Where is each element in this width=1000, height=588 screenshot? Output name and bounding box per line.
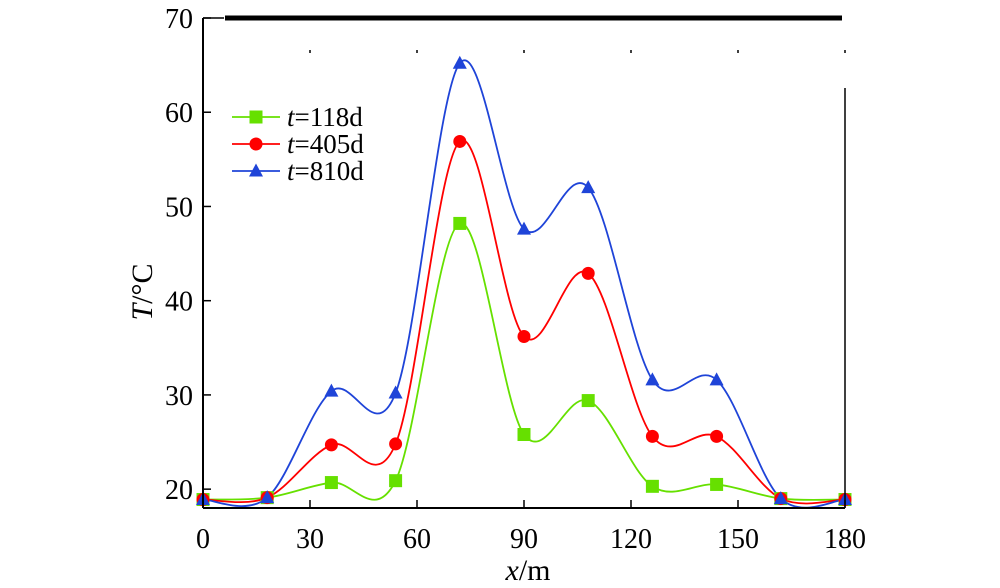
legend-label-var: t [287,156,296,186]
legend-marker-1 [249,137,263,151]
data-point-1 [581,266,595,280]
y-tick-label: 70 [165,4,193,35]
data-point-1 [645,429,659,443]
x-tick-label: 180 [824,524,866,555]
data-point-2 [709,372,724,386]
data-point-0 [581,394,595,408]
data-point-2 [517,221,531,235]
data-point-2 [581,180,596,194]
data-point-2 [388,385,403,399]
x-axis-label: x/m [505,554,551,587]
data-point-1 [453,134,467,148]
series-markers [196,55,852,507]
y-tick-label: 40 [165,287,193,318]
x-axis-label-var: x [505,554,520,587]
data-point-1 [389,437,403,451]
x-tick-label: 60 [403,524,431,555]
data-point-0 [710,477,724,491]
data-point-2 [452,55,467,69]
data-point-2 [645,372,660,386]
y-tick-label: 60 [165,98,193,129]
legend-label-0: t=118d [287,102,363,132]
x-axis-label-unit: /m [519,554,551,587]
legend-label-1: t=405d [287,129,364,159]
legend-marker-2 [249,163,263,177]
y-axis-label-var: T [126,302,159,321]
data-point-0 [453,216,467,230]
legend-label-value: =405d [295,129,365,159]
legend-label-var: t [287,129,296,159]
x-tick-label: 150 [717,524,759,555]
data-point-2 [324,383,339,397]
x-tick-label: 120 [610,524,652,555]
data-point-2 [773,491,788,505]
ticks: 0 30 60 90 120 150 180 20 30 40 50 60 70 [165,4,866,555]
y-axis-label-unit: /°C [126,263,159,303]
legend-label-value: =118d [295,102,364,132]
data-point-0 [517,428,531,441]
data-point-0 [389,474,403,488]
y-tick-label: 20 [165,475,193,506]
series-line-0 [202,222,846,501]
legend-label-var: t [287,102,296,132]
y-axis-label: T/°C [126,263,159,320]
legend-label-value: =810d [295,156,365,186]
data-point-0 [324,476,338,490]
y-tick-label: 30 [165,381,193,412]
data-point-2 [260,490,275,504]
x-tick-label: 0 [196,524,210,555]
y-tick-label: 50 [165,192,193,223]
x-tick-label: 90 [510,524,538,555]
x-tick-label: 30 [296,524,324,555]
data-point-1 [710,429,724,443]
legend-label-2: t=810d [287,156,364,186]
data-point-0 [645,479,659,493]
legend-marker-0 [249,110,263,124]
series-line-1 [202,139,846,505]
data-point-1 [517,330,531,343]
data-point-1 [324,438,338,452]
